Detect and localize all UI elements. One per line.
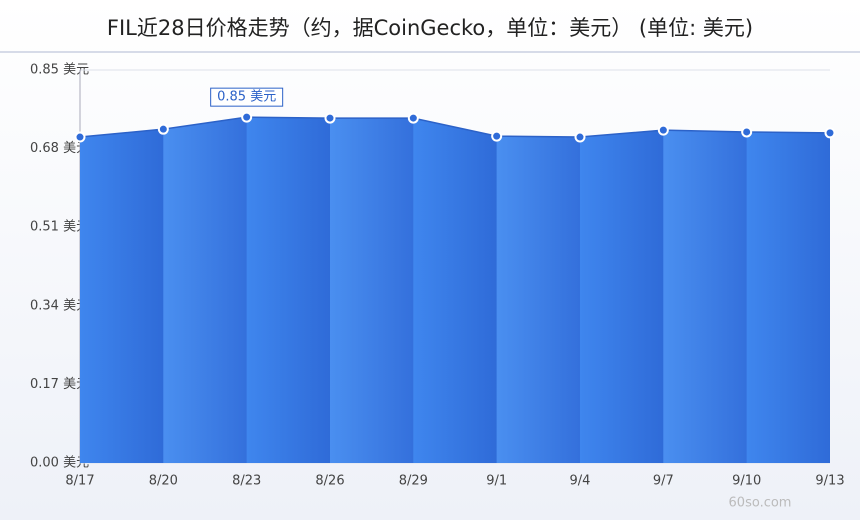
x-tick-label: 8/23	[232, 474, 261, 489]
x-tick-label: 8/20	[149, 474, 178, 489]
y-tick-label: 0.17 美元	[30, 377, 89, 392]
x-tick-label: 9/4	[570, 474, 591, 489]
watermark: 60so.com	[729, 496, 792, 511]
point	[741, 126, 753, 138]
area-band	[496, 117, 580, 463]
point	[657, 124, 669, 136]
point	[324, 112, 336, 124]
point	[574, 131, 586, 143]
area-band	[663, 117, 747, 463]
line	[79, 116, 831, 138]
area-band	[163, 117, 247, 463]
area-band	[413, 117, 497, 463]
area-band	[330, 117, 414, 463]
y-tick-label: 0.51 美元	[30, 220, 89, 235]
x-tick-label: 9/10	[732, 474, 761, 489]
area-band	[246, 117, 330, 463]
point	[824, 127, 836, 139]
x-tick-label: 8/29	[399, 474, 428, 489]
area-band	[746, 117, 830, 463]
annotation: 0.85 美元	[217, 90, 276, 105]
y-tick-label: 0.85 美元	[30, 63, 89, 78]
x-tick-label: 9/1	[486, 474, 507, 489]
point	[74, 131, 86, 143]
x-tick-label: 8/26	[315, 474, 344, 489]
point	[407, 112, 419, 124]
point	[241, 111, 253, 123]
area-band	[80, 117, 164, 463]
point	[157, 123, 169, 135]
chart-title: FIL近28日价格走势（约，据CoinGecko，单位：美元） (单位: 美元)	[107, 16, 753, 40]
annotation-box	[210, 87, 284, 107]
x-tick-label: 9/13	[815, 474, 844, 489]
y-tick-label: 0.68 美元	[30, 141, 89, 156]
y-tick-label: 0.34 美元	[30, 298, 89, 313]
y-tick-label: 0.00 美元	[30, 456, 89, 471]
point	[491, 130, 503, 142]
x-tick-label: 8/17	[65, 474, 94, 489]
x-tick-label: 9/7	[653, 474, 674, 489]
area-band	[580, 117, 664, 463]
